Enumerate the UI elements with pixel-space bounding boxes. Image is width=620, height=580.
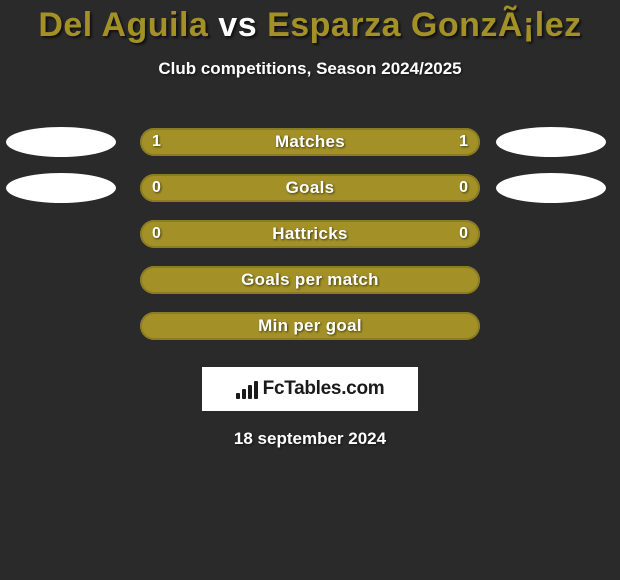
- stat-bar: Goals per match: [140, 266, 480, 294]
- player1-name: Del Aguila: [38, 6, 208, 44]
- brand-badge: FcTables.com: [202, 367, 418, 411]
- player2-avatar: [496, 127, 606, 157]
- stat-label: Min per goal: [140, 316, 480, 336]
- player2-name: Esparza GonzÃ¡lez: [267, 6, 582, 44]
- subtitle: Club competitions, Season 2024/2025: [0, 59, 620, 79]
- comparison-card: Del Aguila vs Esparza GonzÃ¡lez Club com…: [0, 0, 620, 580]
- brand-text: FcTables.com: [263, 378, 385, 400]
- player1-avatar: [6, 127, 116, 157]
- page-title: Del Aguila vs Esparza GonzÃ¡lez: [0, 0, 620, 45]
- stat-bar: 11Matches: [140, 128, 480, 156]
- stat-row: Min per goal: [0, 303, 620, 349]
- stat-bar: 00Hattricks: [140, 220, 480, 248]
- bars-icon: [236, 379, 258, 399]
- stat-bar: Min per goal: [140, 312, 480, 340]
- stat-row: 00Hattricks: [0, 211, 620, 257]
- player2-avatar: [496, 173, 606, 203]
- stat-label: Hattricks: [140, 224, 480, 244]
- stat-label: Matches: [140, 132, 480, 152]
- date-label: 18 september 2024: [0, 429, 620, 449]
- vs-separator: vs: [218, 6, 257, 44]
- stat-label: Goals: [140, 178, 480, 198]
- stat-label: Goals per match: [140, 270, 480, 290]
- stat-row: Goals per match: [0, 257, 620, 303]
- stat-bar: 00Goals: [140, 174, 480, 202]
- player1-avatar: [6, 173, 116, 203]
- stat-row: 11Matches: [0, 119, 620, 165]
- stat-rows: 11Matches 00Goals 00Hattricks Goals per mat…: [0, 119, 620, 349]
- stat-row: 00Goals: [0, 165, 620, 211]
